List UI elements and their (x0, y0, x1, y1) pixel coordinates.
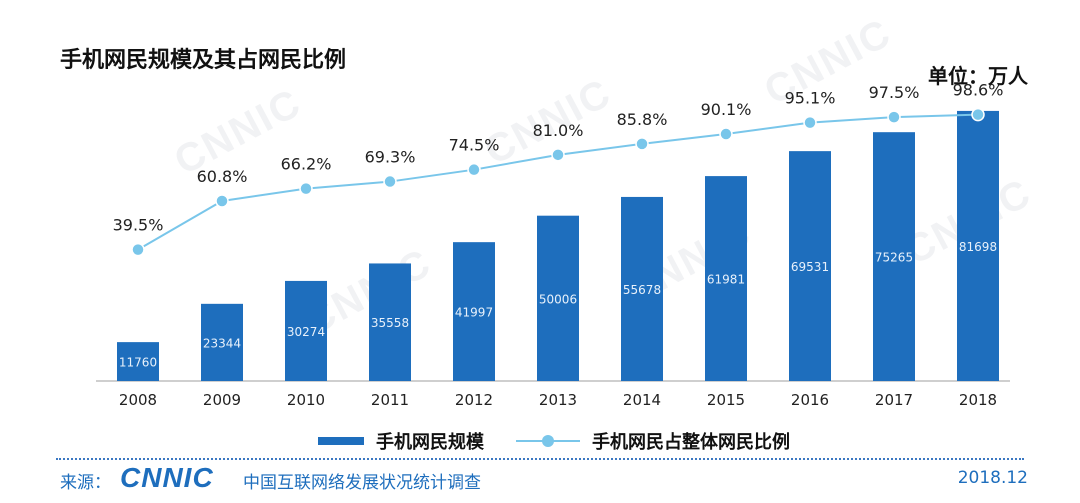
bar-value-label: 30274 (287, 325, 325, 339)
bar (537, 215, 579, 381)
ratio-value-label: 39.5% (113, 216, 164, 235)
ratio-value-label: 90.1% (701, 100, 752, 119)
bar (705, 176, 747, 381)
unit-label: 单位：万人 (928, 64, 1028, 88)
x-tick-label: 2015 (707, 391, 745, 409)
ratio-point (299, 181, 313, 196)
legend-line-swatch (516, 435, 580, 447)
x-tick-label: 2013 (539, 391, 577, 409)
legend-bar-label: 手机网民规模 (376, 432, 484, 453)
source-organization: 中国互联网络发展状况统计调查 (243, 473, 481, 493)
bar-value-label: 50006 (539, 292, 577, 306)
ratio-point (635, 137, 649, 151)
combo-chart: 11760 2008 23344 2009 30274 2010 35558 2011 4199… (96, 81, 1010, 409)
report-date: 2018.12 (957, 468, 1028, 488)
bar-value-label: 35558 (371, 316, 409, 330)
ratio-point (215, 194, 229, 208)
bar (117, 342, 159, 381)
x-tick-label: 2012 (455, 391, 493, 409)
cnnic-logo: CNNIC (120, 462, 214, 493)
ratio-point (551, 148, 565, 162)
x-tick-label: 2014 (623, 391, 661, 409)
ratio-value-label: 60.8% (197, 167, 248, 186)
bar (873, 132, 915, 381)
bar (957, 110, 999, 382)
legend-item-bar: 手机网民规模 (318, 428, 484, 454)
legend-dot-marker (542, 435, 554, 447)
footer-divider (56, 458, 1024, 460)
ratio-point (971, 107, 985, 122)
ratio-point (467, 162, 481, 177)
legend-item-line: 手机网民占整体网民比例 (516, 428, 790, 454)
bar-value-label: 81698 (959, 240, 997, 254)
x-tick-label: 2018 (959, 391, 997, 409)
x-tick-label: 2011 (371, 391, 409, 409)
x-tick-label: 2016 (791, 391, 829, 409)
x-tick-label: 2010 (287, 391, 325, 409)
ratio-value-label: 74.5% (449, 136, 500, 155)
ratio-point (887, 110, 901, 124)
bar-value-label: 75265 (875, 251, 913, 265)
bar (285, 280, 327, 381)
ratio-value-label: 69.3% (365, 148, 416, 167)
ratio-point (803, 115, 817, 130)
legend-bar-swatch (318, 437, 364, 445)
bar-value-label: 69531 (791, 260, 829, 274)
source-label: 来源： (60, 473, 111, 493)
bar-value-label: 23344 (203, 336, 241, 350)
ratio-value-label: 81.0% (533, 121, 584, 140)
bar-value-label: 61981 (707, 273, 745, 287)
bar (201, 303, 243, 381)
x-tick-label: 2008 (119, 391, 157, 409)
chart-legend: 手机网民规模 手机网民占整体网民比例 (0, 428, 1080, 458)
x-tick-label: 2017 (875, 391, 913, 409)
ratio-point (383, 174, 397, 189)
bar-value-label: 11760 (119, 356, 157, 370)
ratio-value-label: 66.2% (281, 155, 332, 174)
bar (369, 263, 411, 381)
legend-line-label: 手机网民占整体网民比例 (592, 432, 790, 453)
footer: 来源： CNNIC 中国互联网络发展状况统计调查 2018.12 (60, 462, 1028, 496)
x-tick-label: 2009 (203, 391, 241, 409)
bar-value-label: 55678 (623, 283, 661, 297)
ratio-value-label: 85.8% (617, 110, 668, 129)
ratio-point (719, 127, 733, 141)
ratio-point (131, 242, 145, 257)
ratio-value-label: 97.5% (869, 83, 920, 102)
bar-value-label: 41997 (455, 306, 493, 320)
bar (789, 151, 831, 381)
chart-title: 手机网民规模及其占网民比例 (60, 48, 347, 73)
bar (453, 242, 495, 381)
bar (621, 196, 663, 381)
ratio-value-label: 95.1% (785, 89, 836, 108)
ratio-value-label: 98.6% (953, 81, 1004, 100)
